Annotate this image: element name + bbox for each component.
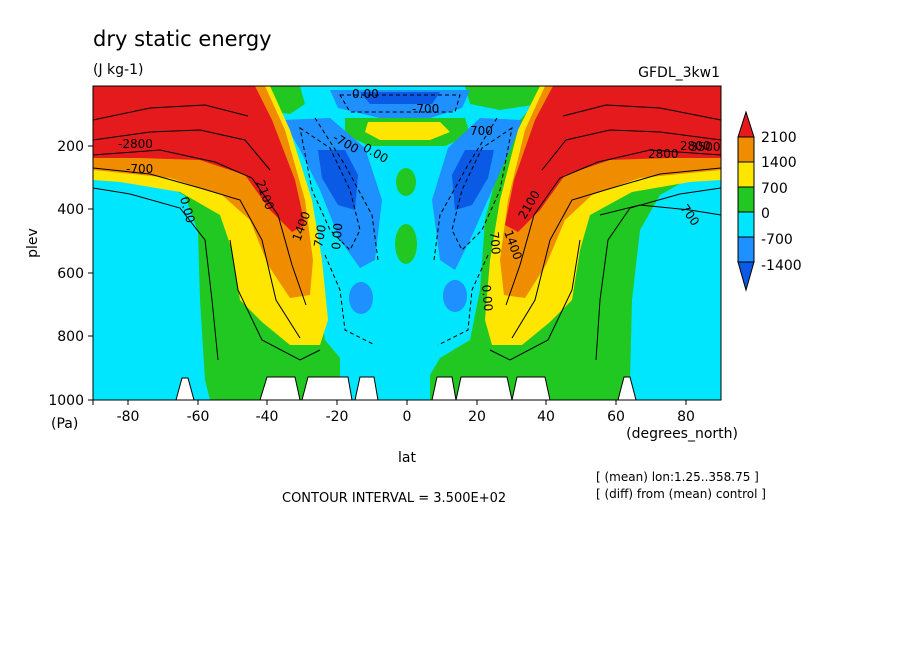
colorbar-label: 1400 [761,155,797,171]
region-darkblue-right [452,150,494,210]
x-tick-labels: -80 -60 -40 -20 0 20 40 60 80 [117,409,695,425]
note-mean-lon: [ (mean) lon:1.25..358.75 ] [596,470,759,484]
x-tick-label: -40 [256,409,279,425]
y-tick-label: 200 [57,139,84,155]
colorbar-label: -700 [761,232,793,248]
contour-label: -2800 [118,137,153,151]
region-darkblue-left [318,150,358,210]
contour-lines [93,104,721,361]
colorbar-swatch [737,211,755,238]
contour-label: 700 [487,231,503,255]
colorbar-label: 700 [761,181,788,197]
y-tick-label: 600 [57,266,84,282]
colorbar [737,110,755,292]
chart-units: (J kg-1) [93,62,143,78]
x-axis-units: (degrees_north) [626,426,738,442]
x-tick-label: 80 [677,409,695,425]
y-tick-label: 800 [57,329,84,345]
x-axis-label: lat [398,450,416,466]
colorbar-swatch [737,186,755,213]
contour-label: 0.00 [479,284,495,312]
contour-label: 700 [311,224,329,249]
colorbar-label: 0 [761,206,770,222]
y-axis-units: (Pa) [51,416,78,432]
chart-title: dry static energy [93,27,272,51]
x-tick-label: -20 [326,409,349,425]
contour-interval: CONTOUR INTERVAL = 3.500E+02 [282,491,506,506]
colorbar-swatch [737,161,755,188]
axis-ticks [88,145,687,405]
x-tick-label: 60 [607,409,625,425]
colorbar-label: 2100 [761,130,797,146]
colorbar-label: -1400 [761,258,802,274]
contour-label: -700 [126,162,153,176]
x-tick-label: 40 [537,409,555,425]
y-tick-label: 400 [57,202,84,218]
x-tick-label: 0 [403,409,412,425]
region-cyan-right [628,175,721,400]
region-blue-small-left [349,282,373,314]
y-axis-label: plev [25,228,41,258]
contour-label: -700 [412,102,439,116]
y-tick-labels: 200 400 600 800 1000 [48,139,84,409]
region-green-blob-2 [395,224,417,264]
note-diff-control: [ (diff) from (mean) control ] [596,487,766,501]
colorbar-bottom-arrow [737,261,755,292]
dataset-label: GFDL_3kw1 [638,65,720,81]
colorbar-swatch [737,236,755,263]
x-tick-label: -80 [117,409,140,425]
contour-label: 2800 [648,147,679,161]
contour-lines-dashed [299,94,513,346]
plot-area: 0.00 -700 -700 700 0.00 -2800 -700 2100 … [93,86,721,400]
x-tick-label: -60 [187,409,210,425]
topography [175,376,637,400]
contour-label: 3500 [690,140,721,154]
colorbar-swatch [737,136,755,163]
region-green-top-right [465,86,545,110]
x-tick-label: 20 [468,409,486,425]
contour-label: 0.00 [329,222,345,250]
contour-label: 2800 [680,139,711,153]
region-blue-small-right [443,280,467,312]
contour-label: 0.00 [352,87,379,101]
region-cyan-left [93,170,210,400]
colorbar-top-arrow [737,110,755,138]
contour-label: 700 [470,124,493,138]
region-yellow-center [365,122,450,140]
region-green-blob-1 [396,168,416,196]
y-tick-label: 1000 [48,393,84,409]
contour-label: 0.00 [177,195,197,224]
colorbar-labels: 2100 1400 700 0 -700 -1400 [761,130,802,274]
